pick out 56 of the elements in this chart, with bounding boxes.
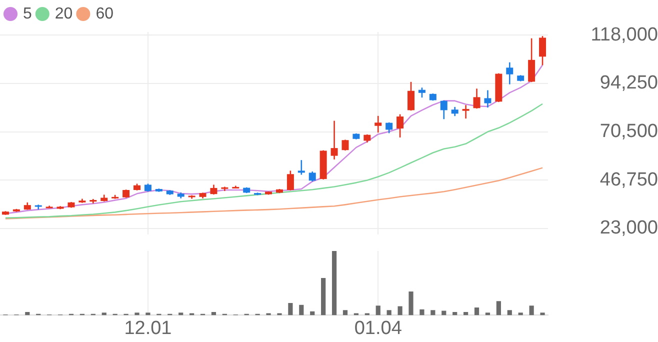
candlestick (440, 100, 448, 120)
candlestick (539, 35, 546, 66)
bar (211, 312, 216, 316)
candlestick (374, 115, 382, 134)
candlestick (330, 120, 338, 160)
candlestick (451, 106, 458, 117)
bar (430, 310, 436, 316)
candlestick (506, 62, 514, 85)
bar (496, 301, 501, 316)
legend-label: 20 (54, 5, 73, 22)
bar (540, 312, 545, 316)
bar (178, 312, 184, 316)
legend-label: 60 (96, 5, 114, 22)
bar (442, 310, 446, 316)
bar (386, 310, 392, 316)
bar (288, 303, 293, 316)
bar (321, 278, 326, 316)
legend-label: 5 (23, 5, 32, 22)
bar (464, 312, 468, 316)
candlestick (286, 170, 294, 192)
bar (102, 312, 106, 316)
x-tick-label: 12.01 (124, 318, 172, 339)
candlestick (528, 38, 536, 83)
bar (529, 306, 534, 316)
candlestick (308, 170, 316, 182)
bar (342, 310, 348, 316)
bar (518, 312, 523, 316)
candlestick (298, 159, 305, 176)
y-tick-label: 23,000 (600, 218, 658, 239)
bar (485, 312, 490, 316)
bar (332, 251, 337, 316)
bar (134, 312, 140, 316)
candlestick (396, 114, 404, 138)
candlestick (342, 139, 349, 152)
bar (398, 306, 402, 316)
candlestick (210, 184, 218, 196)
bar (474, 307, 480, 316)
candlestick (418, 86, 426, 98)
bar (507, 310, 512, 316)
y-tick-label: 70,500 (600, 121, 658, 142)
bar (299, 304, 304, 316)
y-tick-label: 94,250 (600, 72, 658, 94)
y-tick-label: 46,750 (600, 169, 658, 190)
bar (408, 291, 414, 316)
candlestick (408, 81, 414, 112)
bar (376, 306, 380, 316)
bar (452, 312, 458, 316)
candlestick (386, 122, 393, 134)
candlestick (484, 90, 492, 108)
bar (420, 309, 424, 316)
bar (146, 312, 150, 316)
x-tick-label: 01.04 (354, 318, 402, 339)
bar (25, 312, 30, 316)
y-tick-label: 118,000 (590, 24, 658, 46)
candlestick (473, 88, 480, 110)
candlestick (462, 104, 470, 120)
